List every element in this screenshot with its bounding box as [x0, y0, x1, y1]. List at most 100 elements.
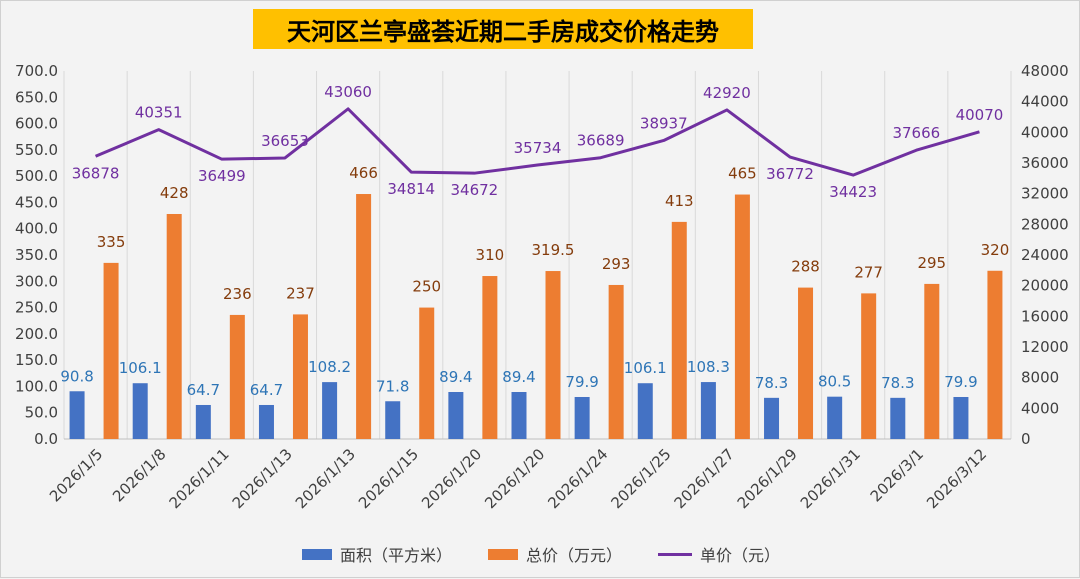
data-label-area: 79.9 — [565, 373, 598, 391]
legend-item-total-price: 总价（万元） — [487, 542, 622, 566]
y-left-tick-label: 250.0 — [15, 299, 58, 317]
y-right-tick-label: 16000 — [1021, 307, 1069, 325]
legend: 面积（平方米） 总价（万元） 单价（元） — [1, 539, 1080, 569]
bar-area — [764, 397, 780, 439]
data-label-unit-price: 36772 — [766, 165, 814, 183]
data-label-total-price: 288 — [791, 258, 820, 276]
bar-total-price — [545, 271, 561, 439]
data-label-total-price: 466 — [349, 164, 378, 182]
chart-title-box: 天河区兰亭盛荟近期二手房成交价格走势 — [253, 9, 753, 49]
data-label-area: 108.3 — [687, 358, 730, 376]
x-tick-label: 2026/1/13 — [292, 445, 359, 512]
y-left-tick-label: 550.0 — [15, 141, 58, 159]
y-left-tick-label: 500.0 — [15, 167, 58, 185]
data-label-unit-price: 37666 — [892, 124, 940, 142]
y-right-tick-label: 28000 — [1021, 215, 1069, 233]
bar-total-price — [924, 283, 940, 439]
data-label-unit-price: 38937 — [640, 114, 688, 132]
x-tick-label: 2026/1/27 — [671, 445, 738, 512]
y-left-tick-label: 150.0 — [15, 351, 58, 369]
x-tick-label: 2026/1/5 — [46, 445, 106, 505]
bar-area — [637, 383, 653, 439]
x-tick-label: 2026/1/15 — [355, 445, 422, 512]
data-label-area: 71.8 — [376, 377, 409, 395]
data-label-area: 79.9 — [944, 373, 977, 391]
y-right-tick-label: 44000 — [1021, 93, 1069, 111]
bar-area — [258, 404, 274, 439]
bar-area — [322, 382, 338, 439]
x-tick-label: 2026/3/12 — [923, 445, 990, 512]
bar-total-price — [166, 213, 182, 439]
bar-area — [700, 382, 716, 439]
y-left-tick-label: 100.0 — [15, 377, 58, 395]
y-left-tick-label: 350.0 — [15, 246, 58, 264]
data-label-unit-price: 34423 — [829, 183, 877, 201]
y-right-tick-label: 4000 — [1021, 399, 1059, 417]
data-label-total-price: 250 — [412, 278, 441, 296]
data-label-total-price: 413 — [665, 192, 694, 210]
bar-total-price — [356, 194, 372, 439]
bar-total-price — [292, 314, 308, 439]
legend-swatch-unit-price — [658, 552, 692, 556]
data-label-area: 89.4 — [502, 368, 535, 386]
data-label-total-price: 428 — [160, 184, 189, 202]
data-label-unit-price: 40070 — [956, 106, 1004, 124]
y-left-tick-label: 50.0 — [25, 404, 58, 422]
bar-total-price — [419, 307, 435, 439]
y-right-tick-label: 40000 — [1021, 123, 1069, 141]
bar-area — [448, 392, 464, 439]
data-label-unit-price: 40351 — [135, 104, 183, 122]
data-label-total-price: 335 — [97, 233, 126, 251]
y-right-tick-label: 8000 — [1021, 369, 1059, 387]
y-left-tick-label: 200.0 — [15, 325, 58, 343]
bar-total-price — [861, 293, 877, 439]
bar-total-price — [987, 270, 1003, 439]
legend-label-unit-price: 单价（元） — [700, 546, 781, 565]
x-tick-label: 2026/1/29 — [734, 445, 801, 512]
bar-total-price — [734, 194, 750, 439]
y-left-tick-label: 0.0 — [34, 430, 58, 448]
bar-area — [890, 397, 906, 439]
y-left-tick-label: 650.0 — [15, 88, 58, 106]
data-label-unit-price: 35734 — [514, 139, 562, 157]
y-left-tick-label: 400.0 — [15, 220, 58, 238]
x-tick-label: 2026/3/1 — [867, 445, 927, 505]
data-label-total-price: 310 — [476, 246, 505, 264]
y-left-tick-label: 450.0 — [15, 193, 58, 211]
data-label-total-price: 465 — [728, 165, 757, 183]
x-tick-label: 2026/1/20 — [418, 445, 485, 512]
data-label-area: 106.1 — [119, 359, 162, 377]
legend-item-unit-price: 单价（元） — [658, 542, 780, 566]
bar-total-price — [671, 221, 687, 439]
x-tick-label: 2026/1/8 — [109, 445, 169, 505]
data-label-total-price: 320 — [981, 241, 1010, 259]
data-label-unit-price: 34672 — [451, 181, 499, 199]
data-label-unit-price: 36499 — [198, 167, 246, 185]
data-label-area: 64.7 — [187, 381, 220, 399]
bar-area — [574, 396, 590, 439]
line-unit-price — [94, 107, 980, 177]
legend-swatch-total-price — [487, 548, 518, 560]
bar-area — [69, 391, 85, 439]
y-right-tick-label: 48000 — [1021, 62, 1069, 80]
data-label-area: 80.5 — [818, 373, 851, 391]
x-tick-label: 2026/1/13 — [229, 445, 296, 512]
bar-area — [511, 392, 527, 439]
data-label-total-price: 293 — [602, 255, 631, 273]
y-left-tick-label: 300.0 — [15, 272, 58, 290]
data-label-area: 89.4 — [439, 368, 472, 386]
bar-total-price — [608, 284, 624, 439]
data-label-unit-price: 36653 — [261, 132, 309, 150]
data-label-total-price: 236 — [223, 285, 252, 303]
legend-item-area: 面积（平方米） — [301, 542, 452, 566]
y-left-tick-label: 700.0 — [15, 62, 58, 80]
data-label-area: 64.7 — [250, 381, 283, 399]
y-right-tick-label: 0 — [1021, 430, 1031, 448]
data-label-area: 106.1 — [624, 359, 667, 377]
legend-label-total-price: 总价（万元） — [525, 546, 622, 565]
bar-total-price — [103, 262, 119, 439]
data-label-unit-price: 36689 — [577, 132, 625, 150]
legend-label-area: 面积（平方米） — [339, 546, 452, 565]
